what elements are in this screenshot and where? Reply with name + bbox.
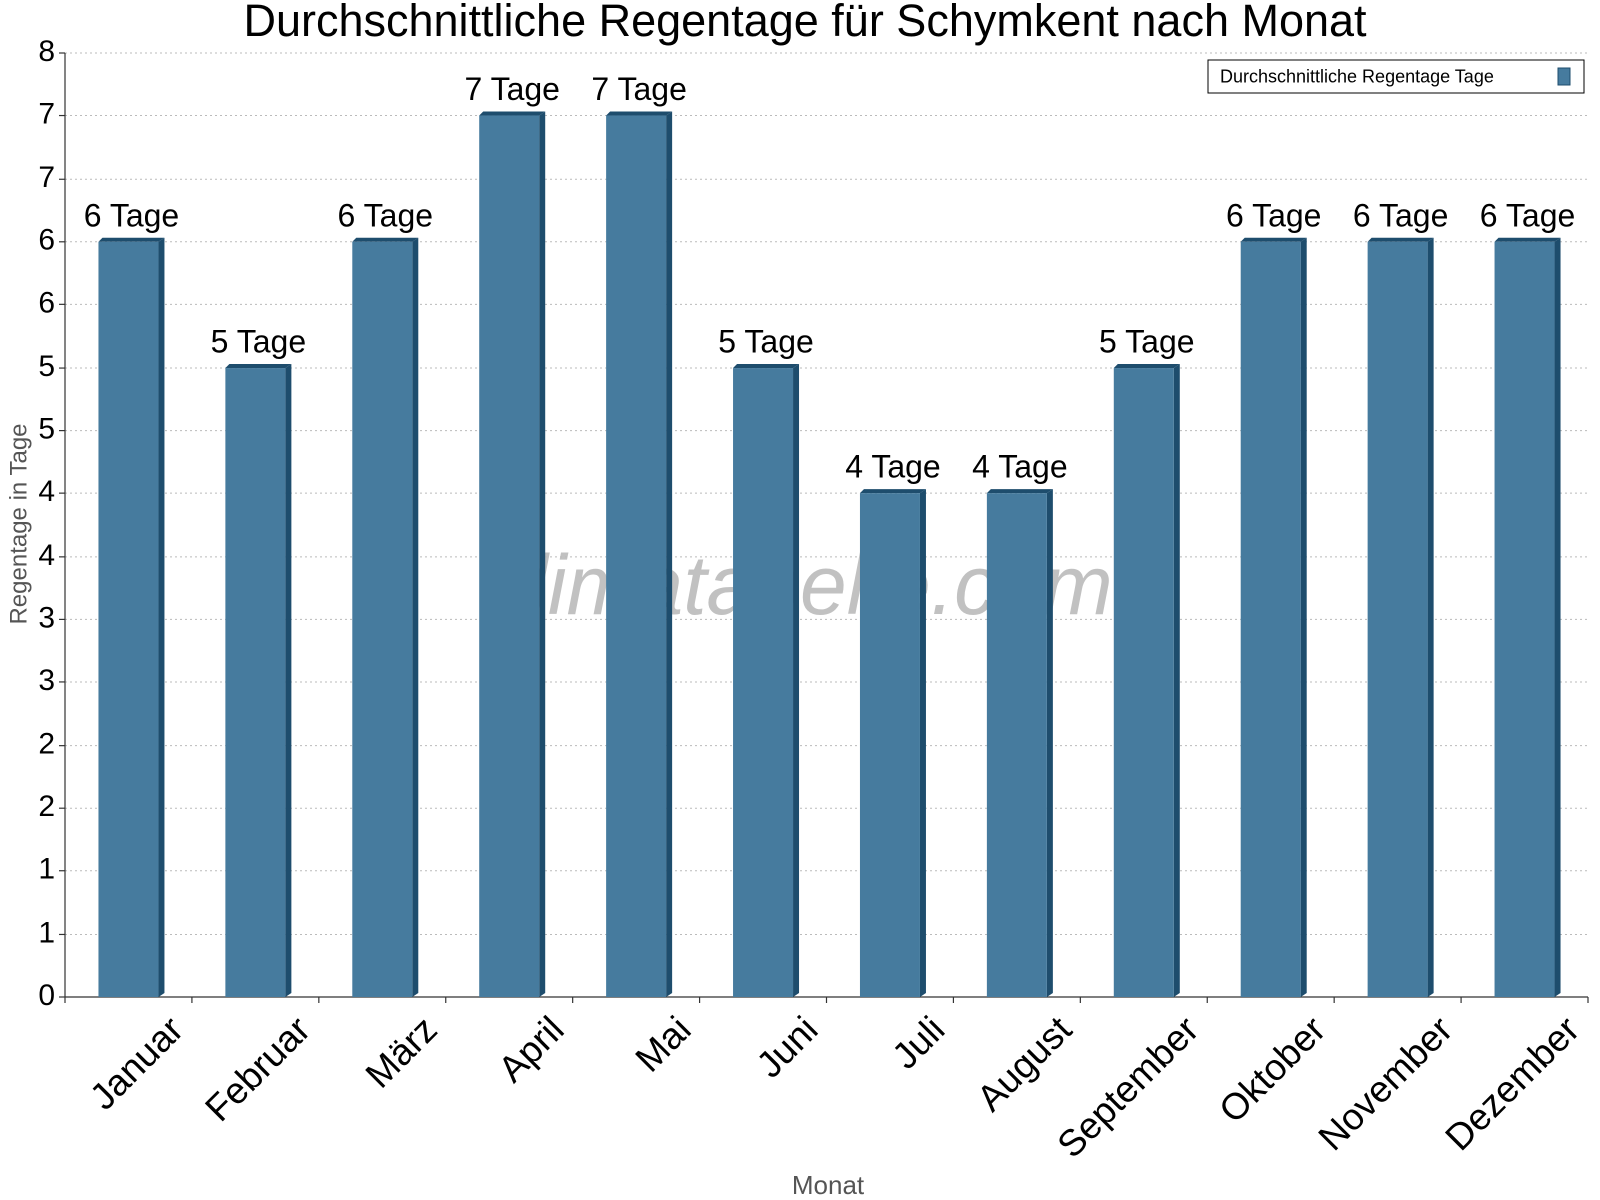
bar-side [285, 364, 292, 997]
x-tick-label: Mai [628, 1009, 699, 1080]
data-label: 6 Tage [84, 197, 180, 233]
data-label: 5 Tage [718, 324, 814, 360]
bar [98, 241, 159, 998]
bar-side [919, 489, 926, 997]
y-tick-label: 2 [38, 728, 55, 761]
y-tick-label: 4 [38, 539, 55, 572]
bar-top [733, 364, 800, 369]
bar [225, 368, 286, 997]
y-axis-title: Regentage in Tage [5, 423, 32, 624]
data-label: 5 Tage [211, 324, 307, 360]
bar-top [986, 489, 1053, 494]
y-tick-label: 4 [38, 475, 55, 508]
y-tick-label: 3 [38, 664, 55, 697]
data-label: 6 Tage [1480, 197, 1576, 233]
bar [1494, 241, 1555, 998]
y-tick-label: 2 [38, 790, 55, 823]
y-tick-label: 0 [38, 979, 55, 1012]
x-tick-label: Oktober [1211, 1009, 1333, 1131]
y-tick-label: 7 [38, 161, 55, 194]
bar-top [352, 237, 419, 242]
bar [1240, 241, 1301, 998]
legend: Durchschnittliche Regentage Tage [1207, 59, 1585, 94]
bar-side [1046, 489, 1053, 997]
data-label: 5 Tage [1099, 324, 1195, 360]
bar-top [98, 237, 165, 242]
y-tick-label: 7 [38, 97, 55, 130]
x-axis-title: Monat [792, 1170, 865, 1200]
data-label: 7 Tage [464, 71, 560, 107]
bar [352, 241, 413, 998]
data-label: 4 Tage [845, 449, 941, 485]
y-tick-label: 1 [38, 916, 55, 949]
data-label: 6 Tage [1226, 197, 1322, 233]
legend-box [1207, 59, 1585, 94]
bar [859, 493, 920, 997]
bar-side [1427, 237, 1434, 998]
y-tick-label: 5 [38, 413, 55, 446]
bar-side [793, 364, 800, 997]
x-tick-label: Dezember [1437, 1009, 1587, 1159]
y-tick-label: 5 [38, 350, 55, 383]
x-tick-label: November [1311, 1009, 1461, 1159]
data-label: 7 Tage [591, 71, 687, 107]
bar [1367, 241, 1428, 998]
y-tick-label: 1 [38, 853, 55, 886]
chart-title: Durchschnittliche Regentage für Schymken… [243, 0, 1367, 46]
bar [479, 115, 540, 998]
x-tick-label: Februar [197, 1009, 318, 1130]
data-label: 6 Tage [1353, 197, 1449, 233]
bar [1113, 368, 1174, 997]
y-tick-label: 8 [38, 35, 55, 68]
x-tick-label: März [358, 1009, 445, 1096]
bar-top [1367, 237, 1434, 242]
bar-top [1113, 364, 1180, 369]
bar-top [606, 111, 673, 116]
y-tick-label: 3 [38, 601, 55, 634]
y-tick-label: 6 [38, 224, 55, 257]
x-tick-label: April [490, 1009, 571, 1090]
x-tick-label: Januar [82, 1009, 191, 1118]
y-tick-label: 6 [38, 286, 55, 319]
x-tick-label: Juni [749, 1009, 826, 1086]
bar-side [539, 111, 546, 998]
data-label: 4 Tage [972, 449, 1068, 485]
x-tick-label: Juli [884, 1009, 952, 1077]
bar [733, 368, 794, 997]
bar-top [859, 489, 926, 494]
data-label: 6 Tage [338, 197, 434, 233]
bar-side [412, 237, 419, 998]
bar [986, 493, 1047, 997]
bar [606, 115, 667, 998]
bar-top [479, 111, 546, 116]
legend-label: Durchschnittliche Regentage Tage [1220, 66, 1494, 86]
bar-side [1173, 364, 1180, 997]
legend-swatch [1557, 67, 1571, 86]
x-tick-label: August [969, 1008, 1080, 1119]
bar-top [1494, 237, 1561, 242]
bar-side [666, 111, 673, 998]
bar-side [1300, 237, 1307, 998]
bar-top [225, 364, 292, 369]
bar-top [1240, 237, 1307, 242]
bar-side [1554, 237, 1561, 998]
bar-side [158, 237, 165, 998]
